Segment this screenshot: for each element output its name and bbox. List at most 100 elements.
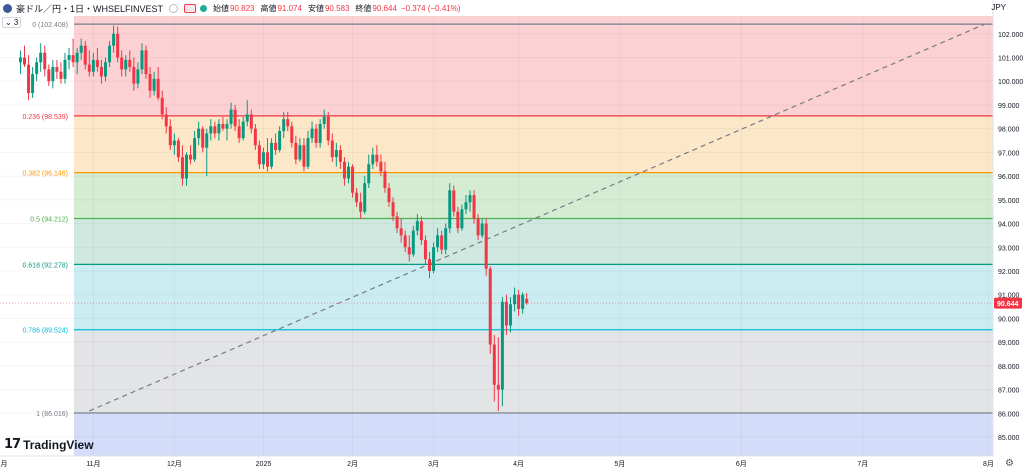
candle-body bbox=[87, 64, 91, 72]
candle-body bbox=[286, 119, 290, 127]
candle-body bbox=[395, 216, 399, 229]
candle bbox=[472, 190, 476, 224]
fib-zones bbox=[74, 16, 993, 456]
candle-body bbox=[314, 128, 318, 143]
candle bbox=[476, 214, 480, 241]
chart-header: 豪ドル／円・1日・WHSELFINVEST 始値 90.823 高値 91.07… bbox=[0, 0, 461, 16]
currency-selector[interactable]: JPY bbox=[991, 3, 1006, 12]
time-axis-bg bbox=[0, 456, 993, 471]
candle bbox=[261, 147, 265, 169]
candle bbox=[452, 185, 456, 217]
candle-body bbox=[148, 74, 152, 91]
candle-body bbox=[47, 69, 51, 82]
indicators-collapse-button[interactable]: ⌄ 3 bbox=[2, 17, 22, 28]
candle bbox=[310, 121, 314, 143]
visibility-icon[interactable] bbox=[184, 3, 197, 13]
candle-body bbox=[428, 259, 431, 271]
candle bbox=[407, 235, 411, 262]
candle-body bbox=[270, 142, 274, 167]
candle bbox=[298, 138, 302, 162]
candle bbox=[124, 55, 128, 77]
open-value: 90.823 bbox=[230, 3, 255, 13]
candle-body bbox=[403, 235, 407, 248]
candle-body bbox=[355, 192, 359, 203]
candle bbox=[521, 292, 525, 314]
candle-body bbox=[440, 235, 444, 250]
candle bbox=[185, 152, 188, 186]
symbol-title[interactable]: 豪ドル／円・1日・WHSELFINVEST bbox=[16, 3, 164, 14]
candle bbox=[148, 66, 152, 98]
candle bbox=[245, 100, 249, 127]
candle bbox=[509, 297, 512, 333]
candle bbox=[193, 131, 197, 162]
candle-body bbox=[189, 154, 193, 160]
candle-body bbox=[116, 33, 120, 58]
candle bbox=[338, 145, 342, 169]
candle-body bbox=[371, 154, 375, 165]
price-tick-label: 96.000 bbox=[998, 174, 1020, 181]
candle bbox=[95, 48, 99, 72]
candle bbox=[294, 135, 298, 165]
candle-body bbox=[160, 97, 164, 115]
close-value: 90.644 bbox=[372, 3, 397, 13]
candle bbox=[504, 294, 508, 336]
candle bbox=[47, 64, 51, 86]
candle-body bbox=[383, 171, 387, 188]
time-tick-label: 2月 bbox=[347, 460, 358, 468]
candle bbox=[448, 183, 452, 234]
candle-body bbox=[452, 190, 456, 212]
candle bbox=[326, 112, 330, 146]
price-tick-label: 95.000 bbox=[998, 198, 1020, 205]
candle bbox=[318, 119, 322, 148]
candle-body bbox=[221, 123, 225, 129]
candle-body bbox=[112, 33, 116, 46]
candle bbox=[39, 43, 43, 72]
candle-body bbox=[338, 150, 342, 162]
candle bbox=[488, 266, 492, 355]
candle-body bbox=[108, 45, 112, 63]
candle-body bbox=[375, 154, 379, 162]
candle bbox=[43, 45, 47, 77]
candle bbox=[140, 43, 144, 75]
candle bbox=[18, 50, 22, 75]
candle bbox=[278, 126, 282, 153]
candle bbox=[229, 102, 233, 129]
price-tick-label: 85.000 bbox=[998, 435, 1020, 442]
candle-body bbox=[359, 202, 363, 212]
candle-body bbox=[387, 187, 391, 203]
time-tick-label: 4月 bbox=[513, 460, 524, 468]
candle-body bbox=[99, 66, 103, 77]
candle-body bbox=[521, 294, 525, 309]
trend-line bbox=[89, 23, 985, 412]
candle-body bbox=[35, 62, 39, 75]
fib-zone bbox=[74, 412, 993, 456]
candle bbox=[176, 138, 180, 162]
price-tick-label: 100.000 bbox=[998, 79, 1023, 86]
candle-body bbox=[472, 195, 476, 219]
tradingview-logo-text: TradingView bbox=[23, 437, 94, 452]
candle-body bbox=[468, 195, 472, 203]
candle bbox=[403, 230, 407, 253]
candle bbox=[399, 218, 403, 243]
price-axis-bg bbox=[993, 0, 1024, 471]
candle bbox=[253, 123, 257, 151]
candle-body bbox=[351, 166, 355, 193]
candle bbox=[152, 71, 156, 96]
tradingview-logo[interactable]: 17 TradingView bbox=[4, 437, 94, 452]
candle bbox=[144, 45, 148, 79]
candle-body bbox=[261, 152, 265, 165]
candle-body bbox=[322, 116, 326, 124]
candle-body bbox=[509, 304, 512, 326]
market-status-icon[interactable] bbox=[169, 3, 179, 13]
candle bbox=[27, 55, 31, 101]
candle bbox=[71, 38, 75, 67]
time-tick-label: 11月 bbox=[86, 460, 100, 468]
candle-body bbox=[140, 50, 144, 70]
candle bbox=[359, 192, 363, 219]
gear-icon[interactable]: ⚙ bbox=[1005, 458, 1014, 469]
candle bbox=[322, 109, 326, 129]
candle-body bbox=[330, 140, 334, 158]
candle-body bbox=[257, 145, 261, 165]
